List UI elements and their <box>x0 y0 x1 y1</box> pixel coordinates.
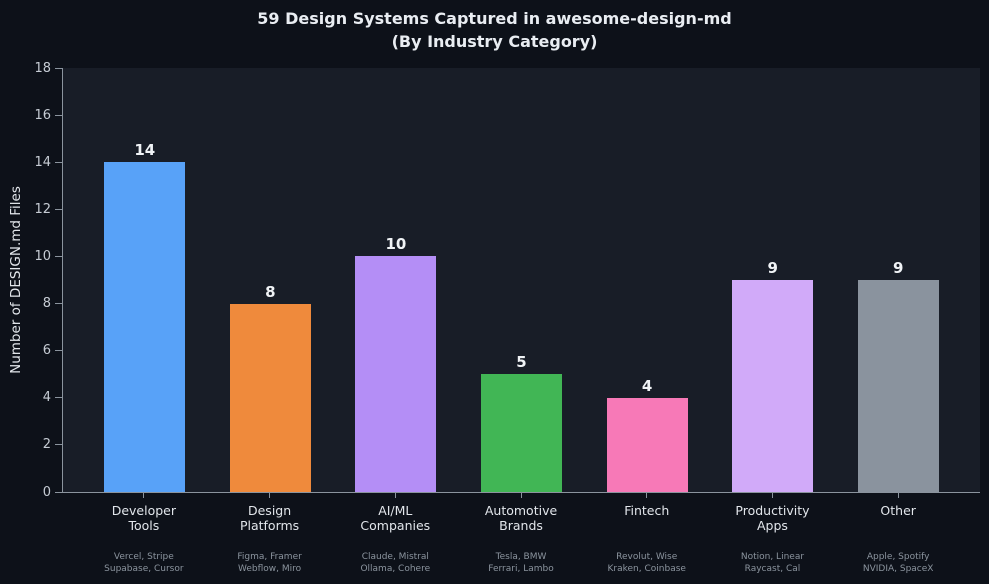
y-tick-label: 8 <box>42 296 51 312</box>
x-tick-mark <box>394 493 396 498</box>
x-category-sublabel: Vercel, Stripe Supabase, Cursor <box>104 552 184 574</box>
y-tick-mark <box>55 161 62 163</box>
bar-column-design-platforms: 8 <box>208 68 334 492</box>
plot-area: 0 2 4 6 8 10 12 14 16 18 14 8 10 <box>34 62 980 499</box>
bar-other <box>857 280 939 492</box>
y-tick-mark <box>55 444 62 446</box>
y-tick-mark <box>55 303 62 305</box>
y-tick-label: 2 <box>42 437 51 453</box>
bar-column-ai-ml-companies: 10 <box>333 68 459 492</box>
x-category-automotive-brands: Automotive Brands Tesla, BMW Ferrari, La… <box>458 493 584 575</box>
x-axis: Developer Tools Vercel, Stripe Supabase,… <box>81 493 961 575</box>
x-category-label: Design Platforms <box>239 503 300 533</box>
chart-title: 59 Design Systems Captured in awesome-de… <box>0 7 989 53</box>
y-tick-label: 0 <box>42 484 51 500</box>
y-tick-label: 10 <box>34 248 51 264</box>
x-tick-mark <box>269 493 271 498</box>
bar-value-label: 9 <box>767 259 778 277</box>
y-tick-mark <box>55 67 62 69</box>
bar-design-platforms <box>229 303 311 492</box>
y-tick-label: 4 <box>42 390 51 406</box>
x-category-label: Developer Tools <box>111 503 176 533</box>
x-category-sublabel: Tesla, BMW Ferrari, Lambo <box>488 552 554 574</box>
y-axis-label: Number of DESIGN.md Files <box>8 186 24 374</box>
x-category-design-platforms: Design Platforms Figma, Framer Webflow, … <box>207 493 333 575</box>
bars-container: 14 8 10 5 4 9 <box>82 68 961 492</box>
x-tick-mark <box>897 493 899 498</box>
x-category-label: Productivity Apps <box>735 503 810 533</box>
bar-column-fintech: 4 <box>584 68 710 492</box>
y-tick-label: 18 <box>34 60 51 76</box>
bar-column-other: 9 <box>835 68 961 492</box>
bar-developer-tools <box>104 162 186 492</box>
bar-value-label: 4 <box>641 376 653 395</box>
x-tick-mark <box>143 493 145 498</box>
x-category-label: Other <box>880 503 916 518</box>
x-category-developer-tools: Developer Tools Vercel, Stripe Supabase,… <box>81 493 207 575</box>
x-category-sublabel: Figma, Framer Webflow, Miro <box>237 552 302 574</box>
y-tick-mark <box>55 208 62 210</box>
bar-column-automotive-brands: 5 <box>459 68 585 492</box>
x-category-fintech: Fintech Revolut, Wise Kraken, Coinbase <box>584 493 710 575</box>
x-category-sublabel: Claude, Mistral Ollama, Cohere <box>360 552 431 574</box>
bar-ai-ml-companies <box>355 256 437 492</box>
x-tick-mark <box>646 493 648 498</box>
chart-title-line2: (By Industry Category) <box>391 32 598 51</box>
bar-column-productivity-apps: 9 <box>710 68 836 492</box>
y-tick-label: 6 <box>42 343 51 359</box>
x-tick-mark <box>520 493 522 498</box>
x-category-label: Automotive Brands <box>484 503 558 533</box>
bar-productivity-apps <box>732 280 814 492</box>
bar-value-label: 10 <box>385 235 407 254</box>
x-category-productivity-apps: Productivity Apps Notion, Linear Raycast… <box>710 493 836 575</box>
x-category-other: Other Apple, Spotify NVIDIA, SpaceX <box>835 493 961 575</box>
bar-automotive-brands <box>481 374 563 492</box>
x-tick-mark <box>771 493 773 498</box>
y-tick-mark <box>55 491 62 493</box>
y-tick-mark <box>55 114 62 116</box>
y-tick-mark <box>55 255 62 257</box>
x-category-label: AI/ML Companies <box>360 503 431 533</box>
x-category-ai-ml-companies: AI/ML Companies Claude, Mistral Ollama, … <box>332 493 458 575</box>
x-category-sublabel: Apple, Spotify NVIDIA, SpaceX <box>862 552 934 574</box>
y-tick-label: 14 <box>34 154 51 170</box>
chart-title-line1: 59 Design Systems Captured in awesome-de… <box>257 9 732 28</box>
y-tick-label: 12 <box>34 201 51 217</box>
bar-value-label: 8 <box>265 282 276 301</box>
bar-value-label: 5 <box>516 353 527 372</box>
bar-fintech <box>606 397 688 492</box>
x-category-sublabel: Notion, Linear Raycast, Cal <box>740 552 805 574</box>
bar-value-label: 9 <box>893 259 904 277</box>
y-tick-mark <box>55 350 62 352</box>
bar-column-developer-tools: 14 <box>82 68 208 492</box>
x-category-sublabel: Revolut, Wise Kraken, Coinbase <box>607 552 686 574</box>
bar-value-label: 14 <box>134 141 156 160</box>
y-tick-label: 16 <box>34 107 51 123</box>
y-tick-mark <box>55 397 62 399</box>
x-category-label: Fintech <box>624 503 670 518</box>
